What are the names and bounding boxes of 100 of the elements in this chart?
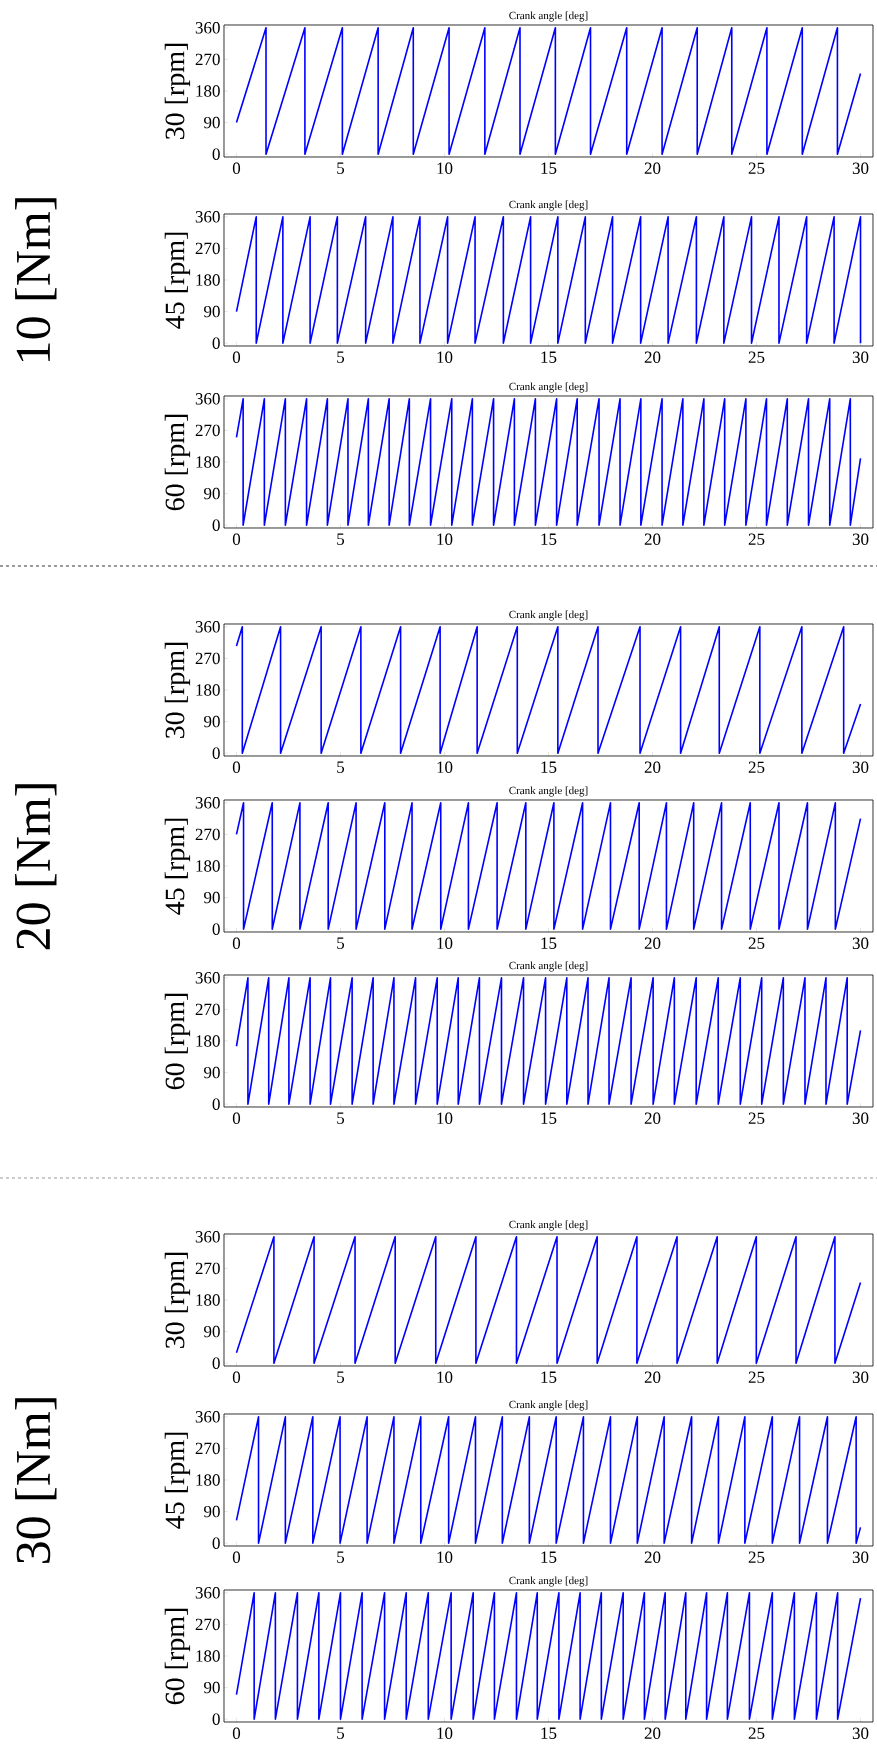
y-tick-label: 0 (212, 1098, 220, 1110)
y-tick-label: 360 (195, 22, 220, 34)
y-tick-label: 360 (195, 797, 220, 809)
x-tick-label: 20 (644, 162, 661, 174)
y-tick-label: 90 (204, 116, 220, 129)
y-tick-label: 270 (195, 1618, 220, 1631)
y-tick-label: 90 (204, 891, 220, 904)
y-tick-label: 0 (212, 148, 220, 160)
x-tick-label: 10 (437, 1551, 453, 1563)
x-tick-label: 30 (852, 351, 869, 363)
x-tick-label: 20 (644, 533, 661, 545)
x-tick-label: 0 (232, 1551, 241, 1563)
x-tick-label: 30 (852, 1112, 869, 1124)
x-tick-label: 25 (748, 162, 765, 174)
x-tick-label: 15 (541, 533, 557, 545)
y-tick-label: 90 (204, 305, 220, 318)
line-series (235, 27, 862, 155)
x-tick-label: 15 (541, 1371, 557, 1383)
y-tick-label: 180 (196, 85, 220, 97)
y-axis-title: 45 [rpm] (164, 818, 191, 915)
x-tick-label: 20 (644, 761, 661, 773)
line-series (235, 1592, 862, 1720)
x-tick-label: 10 (437, 351, 453, 363)
y-tick-label: 360 (195, 1411, 220, 1423)
line-series (235, 1236, 862, 1364)
x-tick-label: 30 (852, 937, 869, 949)
text: 30 [Nm] (15, 1398, 57, 1563)
y-tick-label: 90 (204, 1066, 220, 1079)
y-tick-label: 360 (195, 621, 220, 633)
y-tick-label: 0 (212, 923, 220, 935)
x-tick-label: 30 (852, 1371, 869, 1383)
x-tick-label: 20 (644, 1727, 661, 1739)
y-tick-label: 270 (195, 1262, 220, 1275)
line-series (235, 1415, 862, 1544)
y-tick-label: 90 (204, 1681, 220, 1694)
x-tick-label: 10 (437, 1727, 453, 1739)
x-tick-label: 15 (541, 1551, 557, 1563)
y-tick-label: 360 (195, 393, 220, 405)
x-tick-label: 0 (232, 761, 241, 773)
x-tick-label: 15 (541, 761, 557, 773)
chart-title: Crank angle [deg] (509, 1400, 588, 1411)
x-tick-label: 5 (337, 533, 345, 545)
x-tick-label: 25 (748, 1371, 765, 1383)
y-axis-title: 30 [rpm] (164, 43, 191, 140)
y-tick-label: 270 (195, 424, 220, 437)
x-tick-label: 30 (852, 761, 869, 773)
x-tick-label: 5 (337, 1112, 345, 1124)
y-axis-title: 45 [rpm] (164, 232, 191, 329)
line-series (235, 398, 862, 526)
y-tick-label: 270 (195, 1442, 220, 1455)
x-tick-label: 10 (437, 937, 453, 949)
x-tick-label: 15 (541, 162, 557, 174)
y-tick-label: 180 (196, 1035, 220, 1047)
x-tick-label: 0 (232, 1371, 241, 1383)
x-tick-label: 25 (748, 1112, 765, 1124)
x-tick-label: 15 (541, 937, 557, 949)
x-tick-label: 20 (644, 1112, 661, 1124)
x-tick-label: 25 (748, 351, 765, 363)
y-axis-title: 60 [rpm] (164, 1608, 191, 1705)
y-axis-title: 60 [rpm] (164, 414, 191, 511)
x-tick-label: 10 (437, 1371, 453, 1383)
chart-title: Crank angle [deg] (509, 200, 588, 211)
line-series (235, 802, 862, 930)
y-tick-label: 270 (195, 828, 220, 841)
line-series (235, 977, 862, 1105)
x-tick-label: 0 (232, 937, 241, 949)
y-tick-label: 270 (195, 1003, 220, 1016)
chart-title: Crank angle [deg] (509, 382, 588, 393)
chart-title: Crank angle [deg] (509, 786, 588, 797)
y-tick-label: 360 (195, 1231, 220, 1243)
y-tick-label: 180 (196, 1474, 220, 1486)
line-series (235, 626, 862, 754)
y-tick-label: 270 (195, 242, 220, 255)
x-tick-label: 0 (232, 533, 241, 545)
text: 10 [Nm] (15, 198, 57, 361)
x-tick-label: 25 (748, 937, 765, 949)
x-tick-label: 15 (541, 351, 557, 363)
y-tick-label: 360 (195, 972, 220, 984)
y-axis-title: 60 [rpm] (164, 993, 191, 1090)
x-tick-label: 5 (337, 761, 345, 773)
chart-title: Crank angle [deg] (509, 610, 588, 621)
y-tick-label: 360 (195, 1587, 220, 1599)
y-tick-label: 180 (196, 1650, 220, 1662)
y-tick-label: 90 (204, 715, 220, 728)
y-tick-label: 180 (196, 456, 220, 468)
x-tick-label: 15 (541, 1727, 557, 1739)
y-axis-title: 30 [rpm] (164, 1252, 191, 1349)
y-tick-label: 180 (196, 1294, 220, 1306)
x-tick-label: 10 (437, 761, 453, 773)
chart-title: Crank angle [deg] (509, 1220, 588, 1231)
x-tick-label: 20 (644, 937, 661, 949)
x-tick-label: 30 (852, 1727, 869, 1739)
x-tick-label: 20 (644, 1551, 661, 1563)
x-tick-label: 10 (437, 1112, 453, 1124)
y-tick-label: 0 (212, 337, 220, 349)
y-tick-label: 270 (195, 652, 220, 665)
y-tick-label: 0 (212, 747, 220, 759)
x-tick-label: 25 (748, 761, 765, 773)
text: 20 [Nm] (15, 784, 57, 950)
chart-title: Crank angle [deg] (509, 1576, 588, 1587)
